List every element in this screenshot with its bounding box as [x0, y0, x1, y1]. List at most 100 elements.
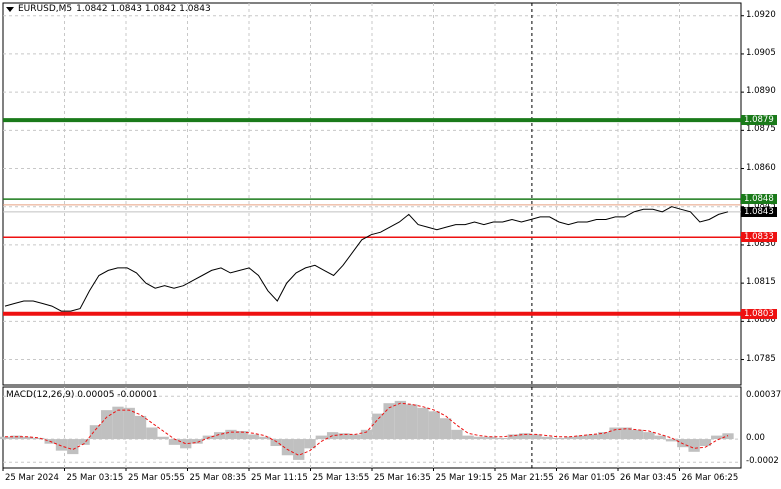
macd-histogram-bar — [78, 439, 90, 445]
macd-histogram-bar — [473, 436, 486, 440]
macd-histogram-bar — [643, 432, 655, 440]
time-tick-label: 26 Mar 01:05 — [558, 473, 616, 483]
macd-histogram-bar — [711, 435, 723, 440]
macd-histogram-bar — [428, 411, 440, 440]
macd-histogram-bar — [213, 432, 226, 440]
macd-histogram-bar — [598, 432, 610, 440]
macd-histogram-bar — [439, 418, 452, 440]
macd-histogram-bar — [259, 436, 271, 440]
price-tick-label: 1.0875 — [746, 124, 776, 135]
macd-histogram-bar — [180, 439, 192, 449]
macd-histogram-bar — [168, 439, 181, 445]
price-tick-label: 1.0860 — [746, 162, 776, 173]
macd-histogram-bar — [507, 434, 520, 440]
macd-histogram-bar — [699, 439, 712, 447]
price-tick-label: 1.0890 — [746, 86, 776, 97]
macd-tick-label: 0.00037 — [746, 390, 781, 401]
macd-histogram-bar — [270, 439, 282, 447]
macd-histogram-bar — [146, 427, 158, 440]
ohlc-values: 1.0842 1.0843 1.0842 1.0843 — [76, 4, 211, 14]
level-price-tag: 1.0803 — [741, 308, 777, 319]
time-tick-label: 25 Mar 2024 — [5, 473, 59, 483]
price-tick-label: 1.0815 — [746, 277, 776, 288]
price-tick-label: 1.0845 — [746, 200, 776, 211]
price-tick-label: 1.0920 — [746, 9, 776, 20]
macd-histogram-bar — [462, 435, 474, 440]
macd-histogram-bar — [485, 436, 497, 440]
macd-histogram-bar — [112, 406, 124, 440]
macd-histogram-bar — [281, 439, 294, 456]
macd-histogram-bar — [55, 439, 68, 451]
macd-tick-label: 0.00 — [746, 433, 765, 444]
current-price-tag: 1.0843 — [741, 206, 777, 217]
time-tick-label: 26 Mar 03:45 — [620, 473, 677, 483]
symbol-header: EURUSD,M5 1.0842 1.0843 1.0842 1.0843 — [6, 4, 211, 14]
price-tick-label: 1.0905 — [746, 47, 776, 58]
macd-histogram-bar — [575, 435, 587, 440]
dropdown-triangle-icon[interactable] — [6, 6, 14, 12]
macd-histogram-bar — [315, 435, 327, 440]
macd-histogram-bar — [654, 435, 666, 440]
macd-histogram-bar — [101, 410, 113, 440]
macd-histogram-bar — [451, 429, 463, 440]
macd-histogram-bar — [191, 439, 203, 444]
time-tick-label: 25 Mar 13:55 — [312, 473, 370, 483]
time-tick-label: 25 Mar 16:35 — [374, 473, 431, 483]
macd-histogram-bar — [236, 430, 248, 440]
macd-histogram-bar — [293, 439, 305, 460]
price-tick-label: 1.0800 — [746, 315, 776, 326]
macd-histogram-bar — [406, 404, 418, 440]
macd-histogram-bar — [360, 429, 373, 440]
macd-histogram-bar — [722, 433, 734, 440]
macd-histogram-bar — [609, 427, 621, 440]
macd-histogram-bar — [0, 436, 11, 440]
time-tick-label: 25 Mar 05:55 — [128, 473, 185, 483]
price-tick-label: 1.0830 — [746, 238, 776, 249]
time-tick-label: 26 Mar 06:25 — [681, 473, 739, 483]
macd-histogram-bar — [304, 439, 316, 449]
macd-histogram-bar — [530, 434, 542, 440]
macd-histogram-bar — [247, 434, 260, 440]
macd-histogram-bar — [349, 434, 361, 440]
macd-histogram-bar — [496, 437, 508, 440]
macd-histogram-bar — [552, 437, 565, 440]
macd-histogram-bar — [89, 425, 102, 440]
time-tick-label: 25 Mar 03:15 — [66, 473, 124, 483]
price-tick-label: 1.0785 — [746, 353, 776, 364]
macd-histogram-bar — [157, 436, 169, 440]
macd-histogram-bar — [688, 439, 700, 452]
macd-histogram-bar — [586, 434, 599, 440]
macd-histogram-bar — [134, 415, 147, 440]
macd-histogram-bar — [417, 407, 429, 440]
macd-histogram-bar — [33, 437, 45, 440]
level-price-tag: 1.0833 — [741, 232, 777, 243]
macd-histogram-bar — [202, 435, 214, 440]
macd-histogram-bar — [372, 413, 384, 440]
macd-signal-line — [5, 402, 729, 456]
macd-histogram-bar — [10, 435, 22, 440]
macd-label: MACD(12,26,9) 0.00005 -0.00001 — [6, 390, 158, 400]
time-tick-label: 25 Mar 21:55 — [497, 473, 554, 483]
level-price-tag: 1.0848 — [741, 194, 777, 205]
macd-histogram-bar — [21, 436, 34, 440]
macd-histogram-bar — [541, 436, 553, 440]
time-tick-label: 25 Mar 11:15 — [251, 473, 308, 483]
macd-histogram-bar — [383, 403, 395, 440]
macd-histogram-bar — [564, 436, 576, 440]
macd-histogram-bar — [338, 433, 350, 440]
price-line — [4, 206, 729, 312]
time-tick-label: 25 Mar 19:15 — [435, 473, 493, 483]
macd-histogram-bar — [620, 427, 632, 440]
macd-histogram-bar — [67, 439, 79, 455]
symbol-label: EURUSD,M5 — [18, 4, 73, 14]
macd-histogram-bar — [326, 432, 339, 440]
macd-histogram-bar — [677, 439, 689, 448]
macd-histogram-bar — [665, 439, 678, 442]
macd-tick-label: -0.0002 — [746, 456, 779, 467]
macd-histogram-bar — [519, 433, 531, 440]
macd-histogram-bar — [123, 407, 135, 440]
time-tick-label: 25 Mar 08:35 — [189, 473, 247, 483]
level-price-tag: 1.0879 — [741, 115, 777, 126]
